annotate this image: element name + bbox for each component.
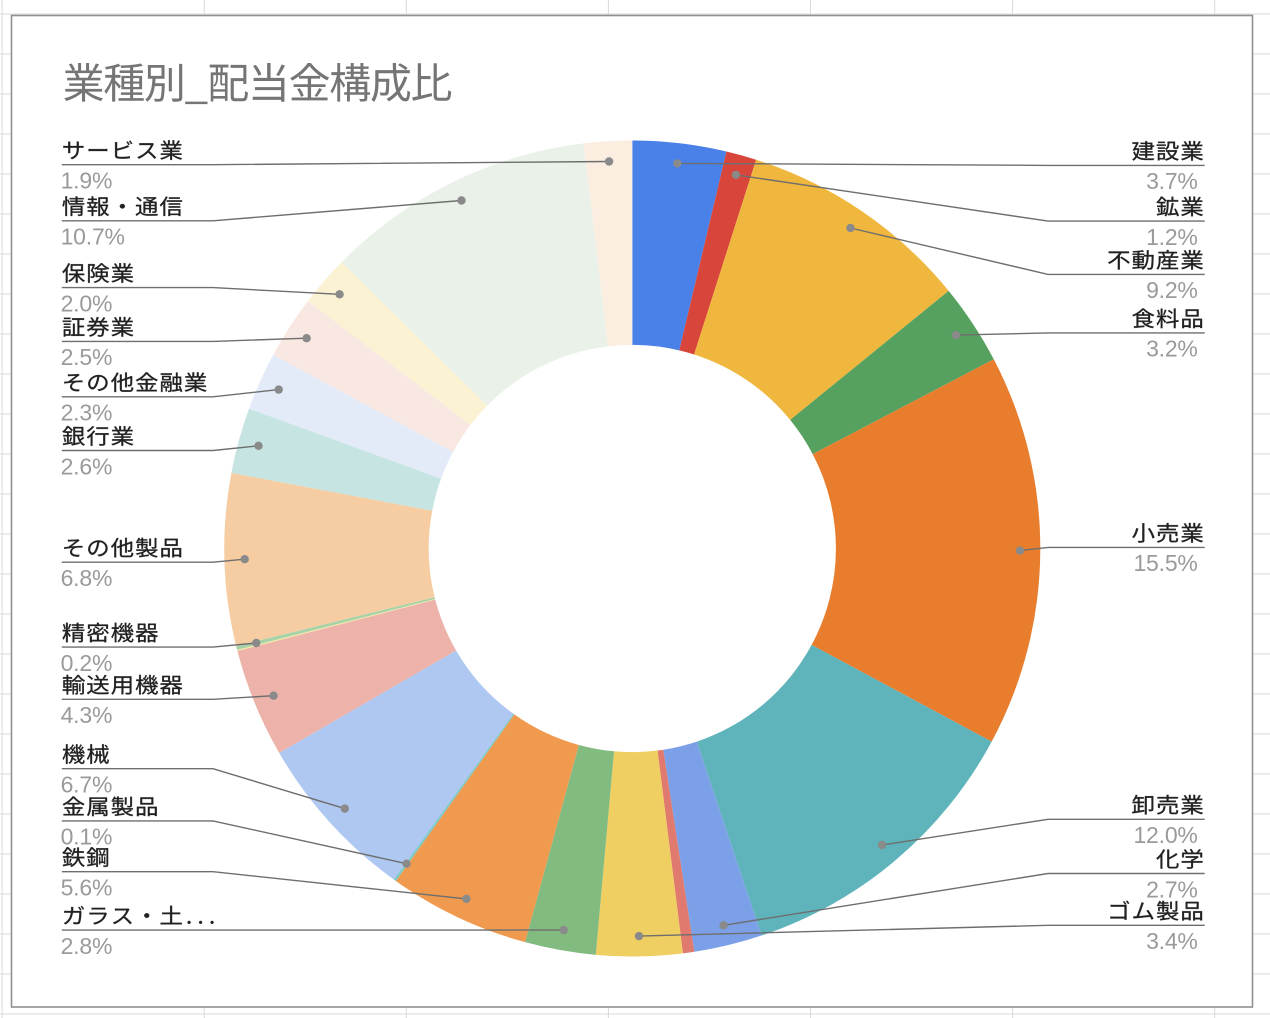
svg-text:6.8%: 6.8% [61, 565, 113, 591]
svg-text:12.0%: 12.0% [1133, 822, 1197, 848]
svg-text:2.7%: 2.7% [1146, 876, 1198, 902]
svg-text:2.5%: 2.5% [61, 344, 113, 370]
svg-text:3.4%: 3.4% [1146, 928, 1198, 954]
svg-text:1.2%: 1.2% [1146, 224, 1198, 250]
svg-text:3.2%: 3.2% [1146, 336, 1198, 362]
svg-text:1.9%: 1.9% [61, 168, 113, 194]
svg-text:5.6%: 5.6% [61, 875, 113, 901]
svg-text:15.5%: 15.5% [1133, 550, 1197, 576]
svg-text:2.0%: 2.0% [61, 290, 113, 316]
svg-text:0.2%: 0.2% [61, 650, 113, 676]
svg-text:0.1%: 0.1% [61, 824, 113, 850]
svg-text:9.2%: 9.2% [1146, 277, 1198, 303]
svg-text:6.7%: 6.7% [61, 772, 113, 798]
svg-text:2.8%: 2.8% [61, 933, 113, 959]
svg-text:4.3%: 4.3% [61, 702, 113, 728]
svg-text:3.7%: 3.7% [1146, 168, 1198, 194]
svg-text:2.6%: 2.6% [61, 453, 113, 479]
svg-text:10.7%: 10.7% [61, 224, 125, 250]
svg-text:2.3%: 2.3% [61, 400, 113, 426]
